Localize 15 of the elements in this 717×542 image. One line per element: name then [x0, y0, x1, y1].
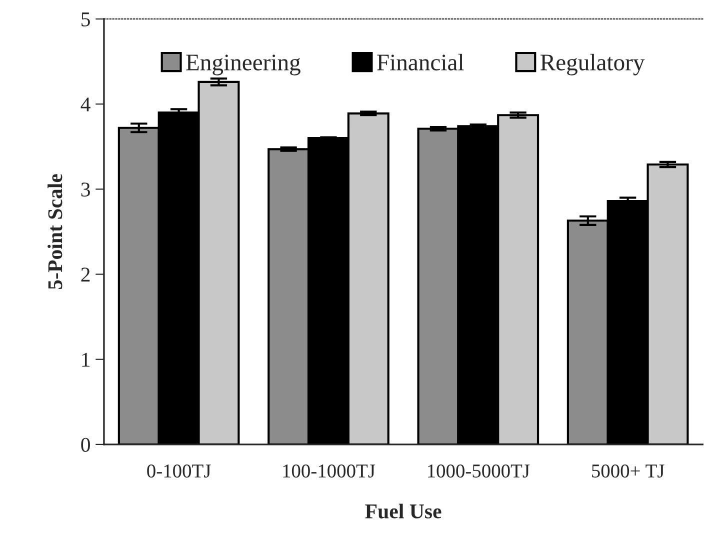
y-tick-label: 5: [82, 12, 90, 26]
x-tick-label: 1000-5000TJ: [428, 464, 530, 478]
legend-label: Regulatory: [540, 54, 645, 76]
y-tick-label: 3: [81, 182, 90, 197]
x-tick-label: 0-100TJ: [147, 464, 211, 478]
y-tick-label: 0: [81, 438, 90, 452]
x-tick-label: 100-1000TJ: [283, 464, 376, 478]
legend-label: Financial: [377, 54, 464, 70]
y-tick-label: 1: [82, 352, 90, 367]
x-tick-label: 5000+ TJ: [592, 464, 664, 478]
y-axis-title: 5-Point Scale: [48, 174, 62, 290]
y-tick-label: 2: [81, 268, 90, 282]
x-axis-title: Fuel Use: [365, 504, 442, 518]
legend-label: Engineering: [186, 54, 300, 76]
y-tick-label: 4: [80, 98, 90, 112]
